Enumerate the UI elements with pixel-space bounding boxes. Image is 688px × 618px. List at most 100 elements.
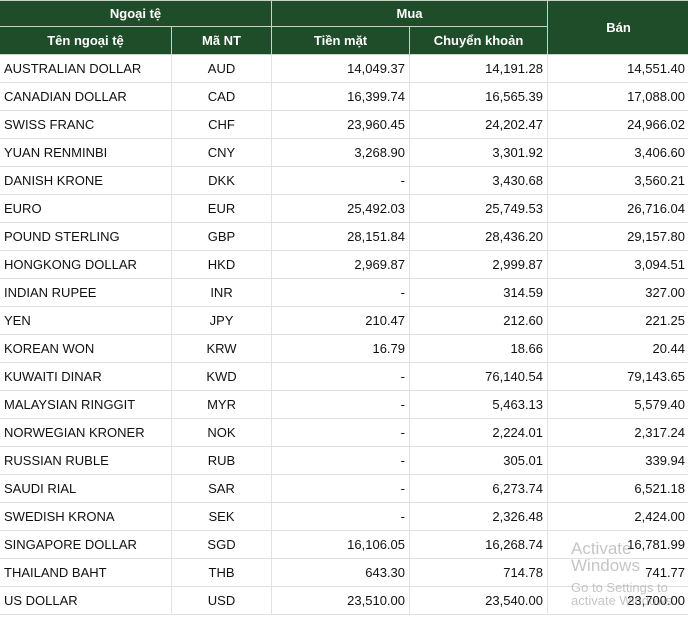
currency-name-cell: AUSTRALIAN DOLLAR [0, 54, 172, 83]
cash-buy-rate-cell: 2,969.87 [271, 250, 411, 279]
sell-rate-cell: 16,781.99 [547, 530, 688, 559]
cash-buy-rate-cell: - [271, 474, 411, 503]
transfer-buy-rate-cell: 305.01 [409, 446, 549, 475]
transfer-buy-rate-cell: 16,268.74 [409, 530, 549, 559]
header-sell: Bán [547, 0, 688, 55]
sell-rate-cell: 79,143.65 [547, 362, 688, 391]
transfer-buy-rate-cell: 14,191.28 [409, 54, 549, 83]
cash-buy-rate-cell: 25,492.03 [271, 194, 411, 223]
transfer-buy-rate-cell: 314.59 [409, 278, 549, 307]
table-row: NORWEGIAN KRONER NOK -2,224.01 2,317.24 [0, 418, 688, 447]
transfer-buy-rate-cell: 6,273.74 [409, 474, 549, 503]
cash-buy-rate-cell: - [271, 390, 411, 419]
cash-buy-rate-cell: - [271, 446, 411, 475]
transfer-buy-rate-cell: 714.78 [409, 558, 549, 587]
table-row: RUSSIAN RUBLE RUB -305.01 339.94 [0, 446, 688, 475]
currency-name-cell: KUWAITI DINAR [0, 362, 172, 391]
sell-rate-cell: 6,521.18 [547, 474, 688, 503]
transfer-buy-rate-cell: 212.60 [409, 306, 549, 335]
currency-name-cell: SINGAPORE DOLLAR [0, 530, 172, 559]
table-row: SAUDI RIAL SAR -6,273.74 6,521.18 [0, 474, 688, 503]
transfer-buy-rate-cell: 3,430.68 [409, 166, 549, 195]
transfer-buy-rate-cell: 2,326.48 [409, 502, 549, 531]
cash-buy-rate-cell: 28,151.84 [271, 222, 411, 251]
currency-name-cell: CANADIAN DOLLAR [0, 82, 172, 111]
table-row: SWEDISH KRONA SEK -2,326.48 2,424.00 [0, 502, 688, 531]
cash-buy-rate-cell: 210.47 [271, 306, 411, 335]
sell-rate-cell: 29,157.80 [547, 222, 688, 251]
header-code: Mã NT [170, 26, 273, 55]
table-row: THAILAND BAHT THB 643.30 714.78 741.77 [0, 558, 688, 587]
cash-buy-rate-cell: 3,268.90 [271, 138, 411, 167]
sell-rate-cell: 5,579.40 [547, 390, 688, 419]
currency-name-cell: US DOLLAR [0, 586, 172, 615]
currency-code-cell: NOK [170, 418, 273, 447]
sell-rate-cell: 17,088.00 [547, 82, 688, 111]
table-row: EURO EUR 25,492.03 25,749.53 26,716.04 [0, 194, 688, 223]
sell-rate-cell: 26,716.04 [547, 194, 688, 223]
sell-rate-cell: 221.25 [547, 306, 688, 335]
transfer-buy-rate-cell: 25,749.53 [409, 194, 549, 223]
cash-buy-rate-cell: 23,510.00 [271, 586, 411, 615]
transfer-buy-rate-cell: 2,224.01 [409, 418, 549, 447]
currency-code-cell: CNY [170, 138, 273, 167]
header-buy: Mua [271, 0, 549, 27]
currency-code-cell: SGD [170, 530, 273, 559]
transfer-buy-rate-cell: 16,565.39 [409, 82, 549, 111]
currency-name-cell: YEN [0, 306, 172, 335]
transfer-buy-rate-cell: 18.66 [409, 334, 549, 363]
cash-buy-rate-cell: 23,960.45 [271, 110, 411, 139]
currency-name-cell: KOREAN WON [0, 334, 172, 363]
transfer-buy-rate-cell: 3,301.92 [409, 138, 549, 167]
header-transfer: Chuyển khoản [409, 26, 549, 55]
currency-code-cell: DKK [170, 166, 273, 195]
table-row: SINGAPORE DOLLAR SGD 16,106.05 16,268.74 16,… [0, 530, 688, 559]
sell-rate-cell: 3,560.21 [547, 166, 688, 195]
cash-buy-rate-cell: 16.79 [271, 334, 411, 363]
currency-code-cell: SAR [170, 474, 273, 503]
currency-code-cell: RUB [170, 446, 273, 475]
currency-name-cell: MALAYSIAN RINGGIT [0, 390, 172, 419]
sell-rate-cell: 24,966.02 [547, 110, 688, 139]
sell-rate-cell: 2,317.24 [547, 418, 688, 447]
currency-name-cell: RUSSIAN RUBLE [0, 446, 172, 475]
cash-buy-rate-cell: - [271, 418, 411, 447]
table-row: CANADIAN DOLLAR CAD 16,399.74 16,565.39 17,0… [0, 82, 688, 111]
table-row: INDIAN RUPEE INR -314.59 327.00 [0, 278, 688, 307]
currency-code-cell: CHF [170, 110, 273, 139]
cash-buy-rate-cell: 643.30 [271, 558, 411, 587]
currency-name-cell: NORWEGIAN KRONER [0, 418, 172, 447]
currency-code-cell: EUR [170, 194, 273, 223]
cash-buy-rate-cell: - [271, 362, 411, 391]
currency-code-cell: AUD [170, 54, 273, 83]
currency-code-cell: JPY [170, 306, 273, 335]
currency-name-cell: POUND STERLING [0, 222, 172, 251]
transfer-buy-rate-cell: 23,540.00 [409, 586, 549, 615]
currency-code-cell: INR [170, 278, 273, 307]
header-row-columns: Tên ngoại tệ Mã NT Tiền mặt Chuyển khoản [0, 26, 688, 55]
sell-rate-cell: 3,094.51 [547, 250, 688, 279]
header-foreign-currency: Ngoại tệ [0, 0, 273, 27]
sell-rate-cell: 339.94 [547, 446, 688, 475]
table-row: SWISS FRANC CHF 23,960.45 24,202.47 24,966.0… [0, 110, 688, 139]
table-row: KOREAN WON KRW 16.79 18.66 20.44 [0, 334, 688, 363]
table-row: YEN JPY 210.47 212.60 221.25 [0, 306, 688, 335]
transfer-buy-rate-cell: 2,999.87 [409, 250, 549, 279]
currency-code-cell: SEK [170, 502, 273, 531]
currency-name-cell: SWEDISH KRONA [0, 502, 172, 531]
sell-rate-cell: 327.00 [547, 278, 688, 307]
currency-code-cell: GBP [170, 222, 273, 251]
currency-code-cell: USD [170, 586, 273, 615]
transfer-buy-rate-cell: 5,463.13 [409, 390, 549, 419]
table-row: US DOLLAR USD 23,510.00 23,540.00 23,700.00 [0, 586, 688, 615]
header-cash: Tiền mặt [271, 26, 411, 55]
table-row: MALAYSIAN RINGGIT MYR -5,463.13 5,579.40 [0, 390, 688, 419]
currency-name-cell: INDIAN RUPEE [0, 278, 172, 307]
currency-code-cell: CAD [170, 82, 273, 111]
currency-code-cell: HKD [170, 250, 273, 279]
currency-code-cell: THB [170, 558, 273, 587]
cash-buy-rate-cell: - [271, 166, 411, 195]
table-row: KUWAITI DINAR KWD -76,140.54 79,143.65 [0, 362, 688, 391]
header-currency-name: Tên ngoại tệ [0, 26, 172, 55]
